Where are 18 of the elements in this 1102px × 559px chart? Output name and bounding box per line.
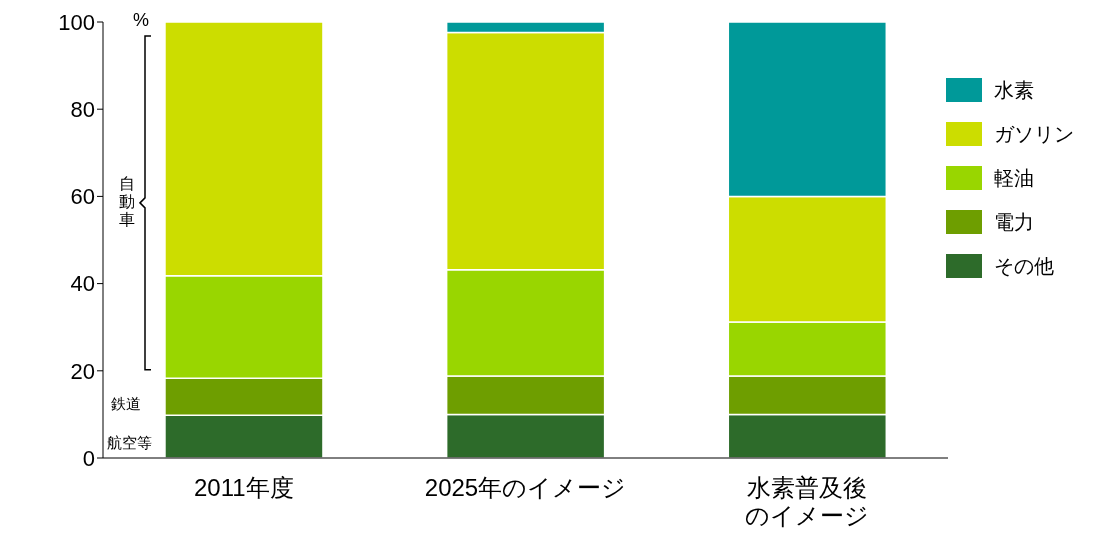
legend-label: 電力 [994,209,1034,235]
x-tick-label: 2025年のイメージ [424,474,627,501]
y-tick-label: 40 [70,271,95,297]
y-tick-label: 60 [70,184,95,210]
annotation: 鉄道 [111,394,141,414]
x-tick-label: 2011年度 [194,474,294,501]
legend-label: 水素 [994,77,1034,103]
legend-label: ガソリン [994,121,1074,147]
annotation: 自動車 [119,174,135,229]
x-tick-label: 水素普及後のイメージ [745,474,870,529]
y-tick-label: 20 [70,358,95,384]
y-tick-label: 80 [70,97,95,123]
annotation: 航空等 [107,434,152,453]
y-tick-label: 0 [82,445,95,471]
y-tick-label: 100 [58,9,95,35]
legend-label: 軽油 [994,165,1034,191]
legend-label: その他 [994,253,1054,279]
annotation: % [133,10,150,31]
